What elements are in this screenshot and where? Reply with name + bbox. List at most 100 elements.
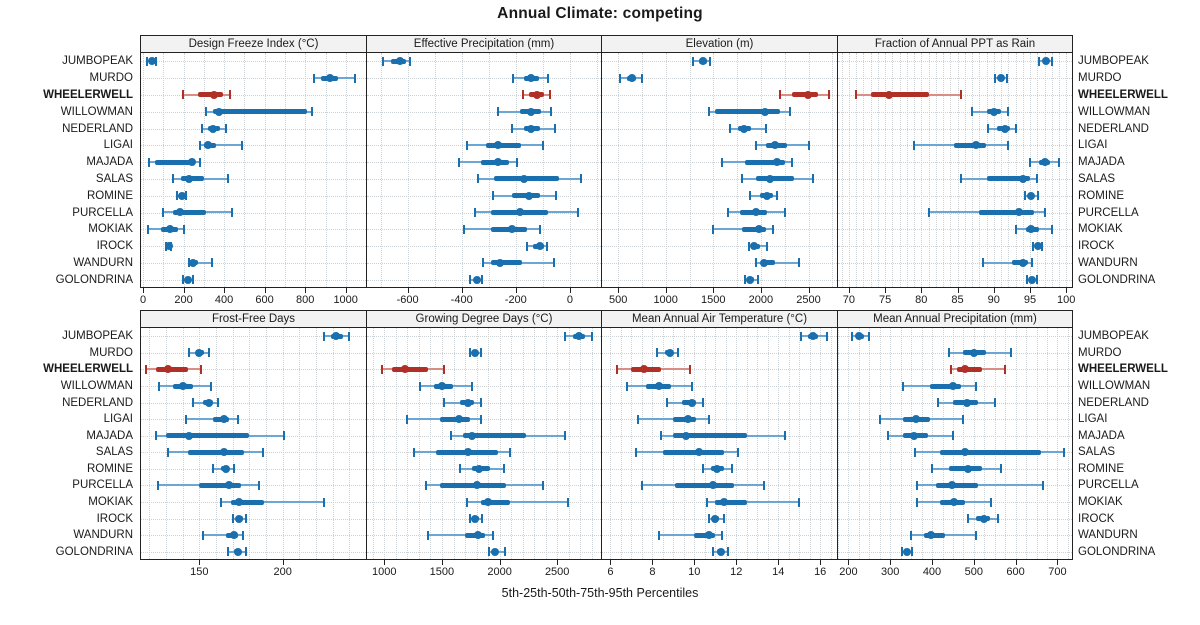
site-label-left: MURDO <box>89 72 133 85</box>
whisker-cap-low <box>747 241 750 251</box>
row-gridline <box>838 111 1072 113</box>
vertical-gridline <box>345 53 347 287</box>
axis-tick-label: 600 <box>1006 566 1025 578</box>
median-dot <box>750 242 759 251</box>
row-gridline <box>602 352 837 354</box>
median-dot <box>705 531 713 540</box>
whisker-cap-high <box>192 275 195 285</box>
whisker-cap-low <box>626 381 629 391</box>
whisker-cap-low <box>855 90 858 100</box>
median-dot <box>205 398 214 407</box>
median-dot <box>525 191 534 200</box>
whisker-cap-high <box>1015 124 1018 134</box>
median-dot <box>526 107 535 116</box>
whisker-cap-high <box>974 381 977 391</box>
vertical-gridline <box>642 53 643 287</box>
percentile-whisker <box>221 501 325 503</box>
site-label-left: WANDURN <box>73 256 133 269</box>
percentile-whisker <box>706 501 800 503</box>
whisker-cap-high <box>210 258 213 268</box>
vertical-gridline <box>1015 53 1017 287</box>
vertical-gridline <box>1037 53 1039 287</box>
vertical-gridline <box>914 53 916 287</box>
vertical-gridline <box>1066 53 1068 287</box>
whisker-cap-low <box>175 191 178 201</box>
median-dot <box>220 415 229 424</box>
median-dot <box>948 382 957 390</box>
row-gridline <box>367 336 601 338</box>
vertical-gridline <box>935 53 937 287</box>
vertical-gridline <box>1046 328 1048 559</box>
median-dot <box>884 90 893 99</box>
row-gridline <box>838 128 1072 130</box>
median-dot <box>209 124 217 133</box>
whisker-cap-high <box>245 514 247 524</box>
axis-tick-label: -600 <box>396 294 419 306</box>
whisker-cap-high <box>708 414 710 424</box>
whisker-cap-high <box>481 514 484 524</box>
row-gridline <box>367 279 601 281</box>
whisker-cap-high <box>443 364 446 374</box>
vertical-gridline <box>713 53 715 287</box>
whisker-cap-low <box>937 398 940 408</box>
median-dot <box>395 57 404 66</box>
median-dot <box>148 57 157 66</box>
vertical-gridline <box>879 328 881 559</box>
median-dot <box>971 141 980 150</box>
vertical-gridline <box>199 328 201 559</box>
whisker-cap-low <box>450 431 453 441</box>
axis-tick-label: 1000 <box>333 294 358 306</box>
axis-tick-label: 1000 <box>372 566 397 578</box>
axis-tick <box>441 560 443 565</box>
median-dot <box>713 464 722 473</box>
whisker-cap-low <box>188 348 191 358</box>
vertical-gridline <box>232 328 234 559</box>
axis-tick <box>778 560 780 565</box>
row-gridline <box>838 262 1072 264</box>
percentile-whisker <box>917 484 1043 487</box>
whisker-cap-high <box>726 547 729 557</box>
axis-tick-label: 300 <box>881 566 900 578</box>
whisker-cap-high <box>1005 73 1008 83</box>
axis-tick <box>224 288 226 293</box>
whisker-cap-high <box>764 124 767 134</box>
whisker-cap-low <box>220 497 222 507</box>
whisker-cap-low <box>468 514 471 524</box>
whisker-cap-high <box>229 90 232 100</box>
whisker-cap-low <box>916 497 919 507</box>
median-dot <box>332 332 340 341</box>
whisker-cap-high <box>311 107 314 117</box>
whisker-cap-high <box>182 224 185 234</box>
median-dot <box>808 332 817 341</box>
iqr-box <box>155 159 195 165</box>
vertical-gridline <box>620 328 622 559</box>
whisker-cap-high <box>783 207 786 217</box>
row-gridline <box>602 61 837 63</box>
vertical-gridline <box>610 328 612 559</box>
row-gridline <box>141 402 366 404</box>
vertical-gridline <box>515 53 517 287</box>
median-dot <box>166 225 175 234</box>
figure-title: Annual Climate: competing <box>497 5 703 22</box>
whisker-cap-low <box>1031 241 1034 251</box>
row-gridline <box>141 468 366 470</box>
median-dot <box>698 57 707 66</box>
row-gridline <box>602 195 837 197</box>
whisker-cap-high <box>241 530 244 540</box>
median-dot <box>195 348 204 357</box>
axis-tick <box>848 560 850 565</box>
whisker-cap-high <box>765 241 768 251</box>
whisker-cap-high <box>409 56 412 66</box>
site-label-right: MURDO <box>1078 72 1122 85</box>
whisker-cap-low <box>692 56 695 66</box>
vertical-gridline <box>1057 328 1059 559</box>
row-gridline <box>141 246 366 247</box>
whisker-cap-low <box>155 431 157 441</box>
vertical-gridline <box>928 53 930 287</box>
axis-tick-label: 80 <box>915 294 928 306</box>
site-label-right: LIGAI <box>1078 413 1108 426</box>
vertical-gridline <box>542 53 544 287</box>
axis-tick-label: 1500 <box>429 566 455 578</box>
percentile-whisker <box>199 144 243 147</box>
